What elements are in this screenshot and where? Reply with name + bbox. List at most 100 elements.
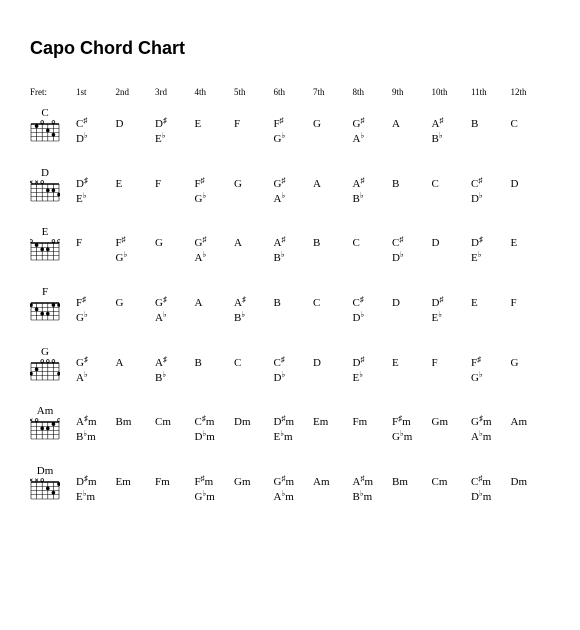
fret-header: 2nd [116,87,156,97]
note-label: Cm [432,475,472,490]
note-label: Bm [116,415,156,430]
note-label: Fm [353,415,393,430]
chord-cell: A♯mB♭m [76,405,116,445]
fret-header: 4th [195,87,235,97]
note-label: G♭ [195,192,235,207]
note-label: G♯m [274,475,314,490]
chord-cell: D♯mE♭m [274,405,314,445]
page-title: Capo Chord Chart [30,38,550,59]
chord-cell: Gm [234,465,274,490]
note-label: D♯ [353,356,393,371]
chord-cell: F [76,226,116,251]
note-label: D♭ [353,311,393,326]
chord-row: DD♯E♭EFF♯G♭GG♯A♭AA♯B♭BCC♯D♭D [30,167,550,207]
chord-cell: C♯D♭ [392,226,432,266]
chord-cell: G [116,286,156,311]
note-label: G [116,296,156,311]
chord-cell: E [195,107,235,132]
chord-cell: F♯G♭ [76,286,116,326]
fret-header: 3rd [155,87,195,97]
note-label: F♯ [471,356,511,371]
note-label: A♯ [353,177,393,192]
note-label: Dm [511,475,551,490]
chord-cell: F♯G♭ [195,167,235,207]
note-label: D♯m [76,475,116,490]
note-label: B [471,117,511,132]
note-label: D [392,296,432,311]
note-label: B [392,177,432,192]
note-label: B♭ [234,311,274,326]
note-label: E [392,356,432,371]
chord-cell: E [471,286,511,311]
chord-cell: C [432,167,472,192]
chord-cell: D [313,346,353,371]
note-label: A♭ [274,192,314,207]
chord-cell: B [392,167,432,192]
chord-cell: D♯mE♭m [76,465,116,505]
note-label: C [511,117,551,132]
chord-cell: A [195,286,235,311]
note-label: C♯ [353,296,393,311]
note-label: E♭ [432,311,472,326]
chord-diagram [30,418,60,440]
chord-diagram [30,120,60,142]
note-label: C [432,177,472,192]
note-label: A♯ [234,296,274,311]
note-label: Cm [155,415,195,430]
chord-cell: D♯E♭ [432,286,472,326]
note-label: D♭ [392,251,432,266]
chord-label: E [30,226,60,238]
chord-cell: C♯D♭ [353,286,393,326]
chord-cell: A♯B♭ [432,107,472,147]
note-label: G♭ [274,132,314,147]
chord-cell: E [116,167,156,192]
note-label: G [155,236,195,251]
chord-row: AmA♯mB♭mBmCmC♯mD♭mDmD♯mE♭mEmFmF♯mG♭mGmG♯… [30,405,550,445]
chord-cell: C♯D♭ [471,167,511,207]
note-label: Bm [392,475,432,490]
chord-cell: A [392,107,432,132]
note-label: D♯ [432,296,472,311]
chord-label: C [30,107,60,119]
chord-row: DmD♯mE♭mEmFmF♯mG♭mGmG♯mA♭mAmA♯mB♭mBmCmC♯… [30,465,550,505]
note-label: G [511,356,551,371]
note-label: A♭m [471,430,511,445]
chord-cell: G♯mA♭m [471,405,511,445]
chord-cell: Fm [353,405,393,430]
chord-cell: B [471,107,511,132]
note-label: B [274,296,314,311]
chord-cell: F [511,286,551,311]
chord-label-cell: G [30,346,76,381]
chord-row: GG♯A♭AA♯B♭BCC♯D♭DD♯E♭EFF♯G♭G [30,346,550,386]
chord-cell: F♯G♭ [274,107,314,147]
chord-cell: A♯B♭ [353,167,393,207]
note-label: E♭ [155,132,195,147]
chord-cell: F [432,346,472,371]
chord-cell: D♯E♭ [76,167,116,207]
note-label: G [313,117,353,132]
note-label: A♭ [195,251,235,266]
chord-cell: D [116,107,156,132]
chord-cell: C♯D♭ [274,346,314,386]
note-label: G♯ [195,236,235,251]
fret-header: 5th [234,87,274,97]
chord-cell: Em [116,465,156,490]
note-label: G♭m [392,430,432,445]
fret-header: 12th [511,87,551,97]
chord-cell: C [234,346,274,371]
chord-cell: G [234,167,274,192]
chord-cell: G [313,107,353,132]
chord-cell: G♯A♭ [155,286,195,326]
note-label: F♯m [392,415,432,430]
note-label: B [195,356,235,371]
fret-header: 8th [353,87,393,97]
note-label: E♭ [353,371,393,386]
note-label: D♭ [76,132,116,147]
note-label: Gm [234,475,274,490]
note-label: D♭m [471,490,511,505]
note-label: E [511,236,551,251]
note-label: E♭ [76,192,116,207]
note-label: C♯m [471,475,511,490]
chord-diagram [30,299,60,321]
note-label: A [392,117,432,132]
